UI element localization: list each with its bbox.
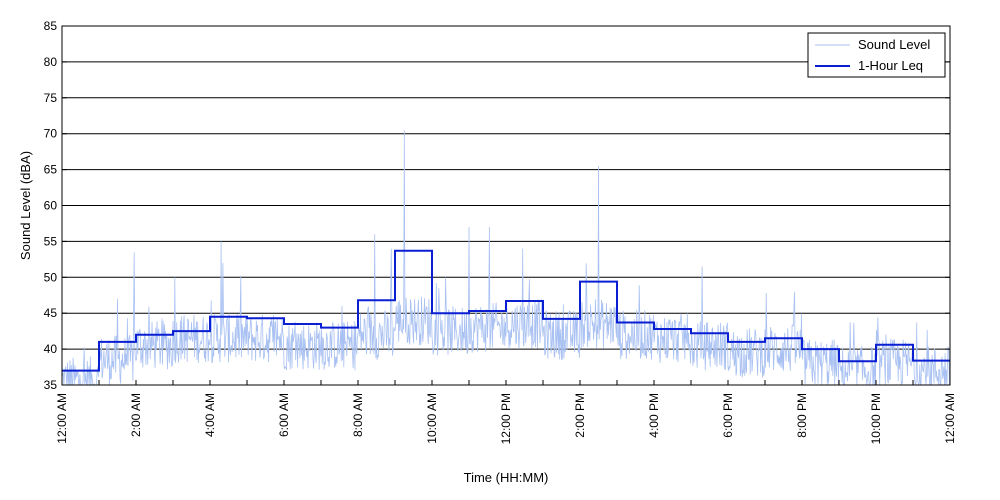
y-tick-label: 70 [44, 127, 58, 141]
y-tick-label: 40 [44, 342, 58, 356]
y-tick-label: 65 [44, 163, 58, 177]
x-tick-label: 6:00 AM [277, 393, 291, 437]
legend: Sound Level 1-Hour Leq [807, 32, 946, 78]
x-tick-label: 2:00 PM [573, 393, 587, 438]
x-tick-label: 10:00 AM [425, 393, 439, 444]
y-tick-label: 55 [44, 234, 58, 248]
y-tick-label: 35 [44, 378, 58, 392]
tick-labels: 35 40 45 50 55 60 65 70 75 80 85 12:00 AM 2:00 AM 4:0… [44, 19, 957, 444]
legend-label-sound-level: Sound Level [858, 37, 930, 52]
x-tick-label: 10:00 PM [869, 393, 883, 444]
legend-label-1-hour-leq: 1-Hour Leq [858, 58, 923, 73]
y-axis-label: Sound Level (dBA) [18, 151, 33, 260]
y-tick-label: 75 [44, 91, 58, 105]
x-tick-label: 12:00 PM [499, 393, 513, 444]
axis-ticks [61, 25, 951, 386]
x-tick-label: 2:00 AM [129, 393, 143, 437]
legend-box [807, 32, 946, 78]
x-tick-label: 8:00 PM [795, 393, 809, 438]
x-tick-label: 4:00 AM [203, 393, 217, 437]
y-tick-label: 85 [44, 19, 58, 33]
x-axis-label: Time (HH:MM) [464, 470, 549, 485]
leq-step-line [62, 249, 950, 372]
hourly-leq-series [62, 249, 950, 372]
x-tick-label: 4:00 PM [647, 393, 661, 438]
y-tick-label: 60 [44, 199, 58, 213]
gridlines [62, 61, 950, 350]
x-tick-label: 6:00 PM [721, 393, 735, 438]
x-tick-label: 8:00 AM [351, 393, 365, 437]
x-tick-label: 12:00 AM [943, 393, 957, 444]
y-tick-label: 80 [44, 55, 58, 69]
y-tick-label: 45 [44, 306, 58, 320]
y-tick-label: 50 [44, 270, 58, 284]
x-tick-label: 12:00 AM [55, 393, 69, 444]
